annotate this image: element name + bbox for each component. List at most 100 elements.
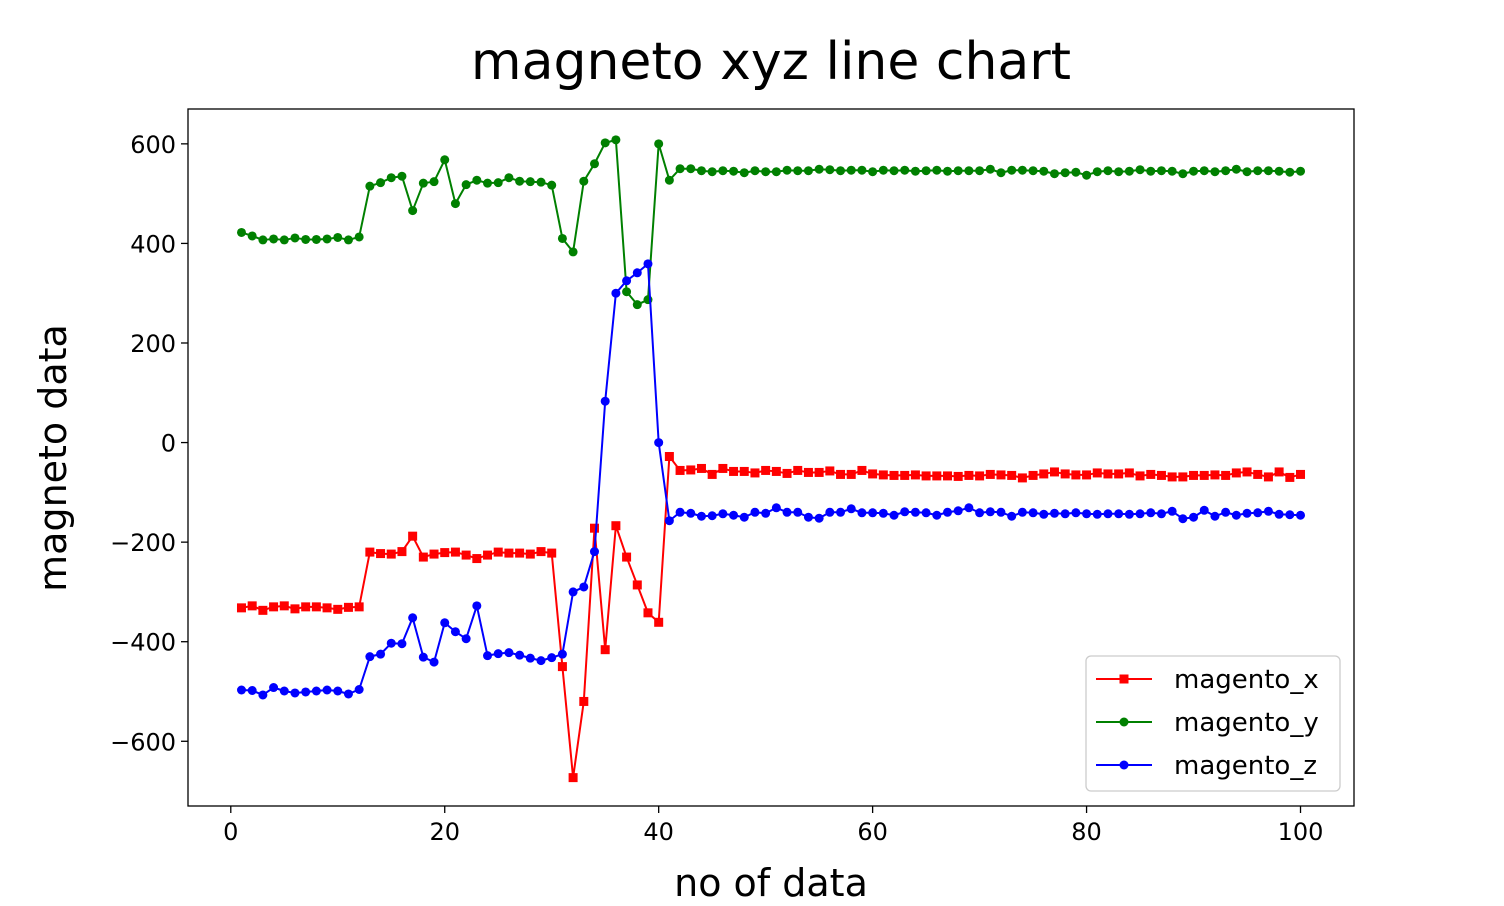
data-point-magento_x (1028, 470, 1038, 480)
data-point-magento_y (611, 135, 621, 145)
data-point-magento_z (825, 507, 835, 517)
data-point-magento_y (1082, 170, 1092, 180)
data-point-magento_x (600, 645, 610, 655)
data-point-magento_y (483, 178, 493, 188)
data-point-magento_y (1017, 165, 1027, 175)
data-point-magento_y (1221, 166, 1231, 176)
data-point-magento_y (279, 235, 289, 245)
data-point-magento_x (1274, 467, 1284, 477)
data-point-magento_x (622, 552, 632, 562)
data-point-magento_y (408, 206, 418, 216)
data-point-magento_x (782, 468, 792, 478)
data-point-magento_z (729, 510, 739, 520)
data-point-magento_y (1007, 165, 1017, 175)
data-point-magento_x (322, 603, 332, 613)
legend-marker (1119, 760, 1129, 770)
data-point-magento_z (771, 503, 781, 513)
data-point-magento_y (1242, 167, 1252, 177)
data-point-magento_x (461, 550, 471, 560)
data-point-magento_x (408, 531, 418, 541)
data-point-magento_x (985, 469, 995, 479)
data-point-magento_x (975, 471, 985, 481)
data-point-magento_y (686, 164, 696, 174)
data-point-magento_y (1263, 166, 1273, 176)
data-point-magento_y (429, 177, 439, 187)
data-point-magento_x (1253, 469, 1263, 479)
data-point-magento_x (836, 469, 846, 479)
x-tick-label: 60 (857, 818, 888, 846)
data-point-magento_y (258, 235, 268, 245)
data-point-magento_x (750, 468, 760, 478)
data-point-magento_y (1049, 169, 1059, 179)
data-point-magento_z (1060, 509, 1070, 519)
data-point-magento_y (943, 166, 953, 176)
data-point-magento_x (1071, 470, 1081, 480)
data-point-magento_y (236, 227, 246, 237)
data-point-magento_y (910, 166, 920, 176)
data-point-magento_z (547, 653, 557, 663)
data-point-magento_x (889, 470, 899, 480)
data-point-magento_x (910, 470, 920, 480)
data-point-magento_z (461, 634, 471, 644)
data-point-magento_z (793, 507, 803, 517)
data-point-magento_z (269, 683, 279, 693)
data-point-magento_z (472, 601, 482, 611)
legend-label: magento_x (1174, 665, 1319, 695)
data-point-magento_z (643, 259, 653, 269)
data-point-magento_y (1274, 166, 1284, 176)
data-point-magento_z (1178, 514, 1188, 524)
data-point-magento_x (943, 471, 953, 481)
data-point-magento_z (836, 507, 846, 517)
data-point-magento_x (397, 547, 407, 557)
data-point-magento_x (1049, 467, 1059, 477)
x-tick-label: 40 (643, 818, 674, 846)
data-point-magento_x (857, 465, 867, 475)
data-point-magento_x (236, 603, 246, 613)
data-point-magento_y (247, 231, 257, 241)
data-point-magento_x (589, 523, 599, 533)
data-point-magento_z (718, 509, 728, 519)
data-point-magento_z (279, 686, 289, 696)
legend-box (1085, 655, 1341, 792)
data-point-magento_y (1146, 166, 1156, 176)
data-point-magento_x (611, 521, 621, 531)
data-point-magento_x (386, 549, 396, 559)
data-point-magento_x (664, 452, 674, 462)
data-point-magento_x (258, 605, 268, 615)
data-point-magento_x (354, 602, 364, 612)
data-point-magento_y (1199, 166, 1209, 176)
legend-item-magento_z: magento_z (1096, 751, 1317, 781)
y-axis-title: magneto data (31, 324, 75, 592)
data-point-magento_y (472, 175, 482, 185)
data-point-magento_x (472, 554, 482, 564)
data-point-magento_z (589, 547, 599, 557)
data-point-magento_z (632, 268, 642, 278)
data-point-magento_y (729, 166, 739, 176)
data-point-magento_x (301, 602, 311, 612)
data-point-magento_x (761, 465, 771, 475)
data-point-magento_z (493, 649, 503, 659)
data-point-magento_x (343, 602, 353, 612)
data-point-magento_y (1071, 167, 1081, 177)
data-point-magento_x (964, 470, 974, 480)
data-point-magento_x (311, 602, 321, 612)
data-point-magento_y (782, 165, 792, 175)
data-point-magento_y (461, 180, 471, 190)
data-point-magento_y (825, 165, 835, 175)
data-point-magento_x (429, 549, 439, 559)
data-point-magento_y (525, 177, 535, 187)
data-point-magento_x (557, 662, 567, 672)
data-point-magento_x (1231, 468, 1241, 478)
data-point-magento_x (1060, 469, 1070, 479)
data-point-magento_z (868, 508, 878, 518)
data-point-magento_z (525, 653, 535, 663)
data-point-magento_z (450, 627, 460, 637)
data-point-magento_y (322, 234, 332, 244)
data-point-magento_x (247, 601, 257, 611)
data-point-magento_x (450, 547, 460, 557)
data-point-magento_z (1221, 507, 1231, 517)
data-point-magento_x (729, 466, 739, 476)
data-point-magento_z (611, 288, 621, 298)
data-point-magento_z (418, 652, 428, 662)
